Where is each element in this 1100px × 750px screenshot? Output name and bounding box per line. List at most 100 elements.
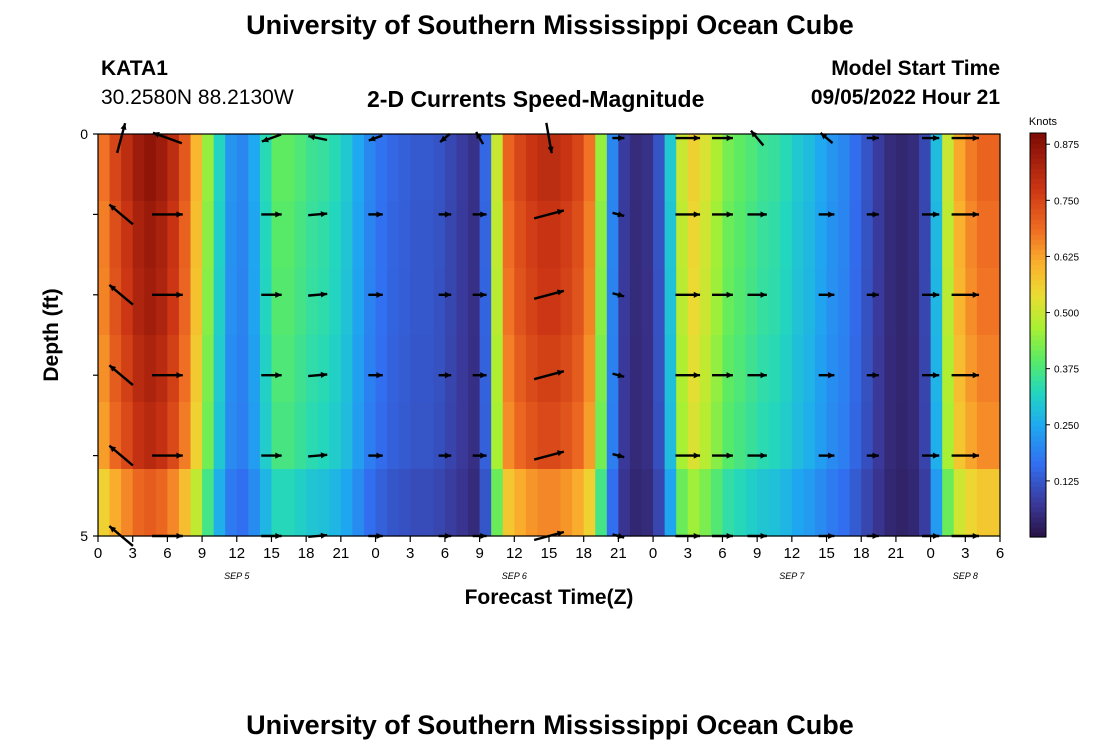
current-arrow xyxy=(151,452,183,459)
heatmap-cell xyxy=(317,134,330,202)
heatmap-cell xyxy=(664,268,677,336)
heatmap-cell xyxy=(641,469,654,537)
heatmap-cell xyxy=(306,134,319,202)
heatmap-cell xyxy=(190,134,203,202)
colorbar-segment xyxy=(1030,213,1046,220)
heatmap-cell xyxy=(121,469,134,537)
heatmap-cell xyxy=(144,335,157,403)
heatmap-cell xyxy=(976,469,990,537)
colorbar-segment xyxy=(1030,476,1046,483)
heatmap-cell xyxy=(895,335,909,403)
heatmap-cell xyxy=(687,201,700,269)
heatmap-cell xyxy=(398,402,411,470)
colorbar-segment xyxy=(1030,491,1046,498)
heatmap-cell xyxy=(248,268,261,336)
heatmap-cell xyxy=(213,268,226,336)
heatmap-cell xyxy=(549,402,562,470)
heatmap-cell xyxy=(525,134,539,202)
heatmap-cell xyxy=(629,201,643,269)
heatmap-cell xyxy=(849,201,862,269)
heatmap-cell xyxy=(965,134,978,202)
colorbar-tick-label: 0.500 xyxy=(1054,309,1079,320)
heatmap-cell xyxy=(329,469,342,537)
heatmap-cell xyxy=(814,134,828,202)
current-arrow xyxy=(747,211,767,218)
heatmap-cell xyxy=(687,268,700,336)
heatmap-cell xyxy=(919,335,932,403)
x-tick-label: 12 xyxy=(506,545,523,562)
heatmap-cell xyxy=(329,402,342,470)
heatmap-cell xyxy=(468,402,481,470)
heatmap-cell xyxy=(919,268,932,336)
heatmap-cell xyxy=(491,469,504,537)
heatmap-cell xyxy=(352,134,365,202)
heatmap-cell xyxy=(861,469,874,537)
colorbar-segment xyxy=(1030,329,1046,336)
arrow-head xyxy=(376,372,383,379)
heatmap-cell xyxy=(560,134,573,202)
heatmap-cell xyxy=(259,201,273,269)
x-tick-label: 12 xyxy=(784,545,801,562)
heatmap-cell xyxy=(456,469,469,537)
current-arrow xyxy=(818,452,835,459)
heatmap-cell xyxy=(375,201,388,269)
heatmap-cell xyxy=(225,469,238,537)
heatmap-cell xyxy=(791,469,805,537)
current-arrow xyxy=(866,291,879,298)
arrow-head xyxy=(556,209,564,215)
heatmap-cell xyxy=(514,335,527,403)
current-arrow xyxy=(675,372,701,379)
heatmap-cell xyxy=(502,268,515,336)
heatmap-cell xyxy=(826,469,839,537)
current-arrow xyxy=(472,211,487,218)
heatmap-cell xyxy=(178,268,192,336)
colorbar-segment xyxy=(1030,345,1046,351)
colorbar-segment xyxy=(1030,380,1046,387)
heatmap-cell xyxy=(768,134,781,202)
colorbar-segment xyxy=(1030,350,1046,356)
heatmap-cell xyxy=(757,268,770,336)
heatmap-cell xyxy=(468,201,481,269)
heatmap-cell xyxy=(826,134,839,202)
heatmap-cell xyxy=(606,268,619,336)
heatmap-cell xyxy=(283,469,296,537)
heatmap-cell xyxy=(699,402,712,470)
colorbar-segment xyxy=(1030,168,1046,174)
arrow-head xyxy=(932,291,940,298)
heatmap-cell xyxy=(942,469,955,537)
heatmap-cell xyxy=(340,402,354,470)
heatmap-cell xyxy=(768,402,781,470)
heatmap-cell xyxy=(456,402,469,470)
colorbar-segment xyxy=(1030,279,1046,286)
x-tick-label: 0 xyxy=(926,545,934,562)
colorbar-segment xyxy=(1030,158,1046,164)
current-arrow xyxy=(368,372,383,379)
current-arrow xyxy=(712,452,733,459)
heatmap-cell xyxy=(271,469,284,537)
heatmap-cell xyxy=(306,335,319,403)
colorbar-segment xyxy=(1030,143,1046,149)
colorbar-segment xyxy=(1030,415,1046,422)
heatmap-cell xyxy=(398,201,411,269)
heatmap-cell xyxy=(283,402,296,470)
colorbar-segment xyxy=(1030,289,1046,296)
heatmap-cell xyxy=(745,268,758,336)
current-arrow xyxy=(108,283,134,306)
heatmap-cell xyxy=(826,268,839,336)
heatmap-cell xyxy=(919,201,932,269)
heatmap-cell xyxy=(583,402,596,470)
station-name: KATA1 xyxy=(101,57,168,80)
arrow-head xyxy=(444,211,452,218)
heatmap-cell xyxy=(271,402,284,470)
y-tick-label: 5 xyxy=(80,528,88,544)
heatmap-cell xyxy=(745,402,758,470)
heatmap-cell xyxy=(236,335,249,403)
current-arrow xyxy=(261,452,282,459)
heatmap-cell xyxy=(780,402,793,470)
arrow-head xyxy=(972,452,980,459)
arrow-head xyxy=(109,204,117,211)
colorbar-segment xyxy=(1030,456,1046,462)
date-label: SEP 6 xyxy=(502,571,527,581)
heatmap-cell xyxy=(768,469,781,537)
colorbar-segment xyxy=(1030,355,1046,361)
